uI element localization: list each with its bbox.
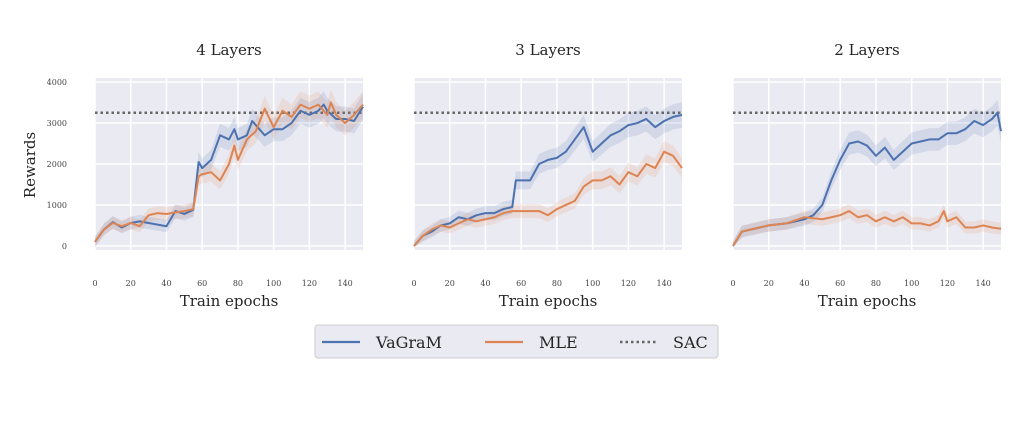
x-tick-label: 100	[904, 279, 919, 288]
legend-sac-label: SAC	[673, 333, 708, 352]
mle-confidence-band	[95, 89, 363, 247]
x-tick-label: 0	[92, 279, 97, 288]
mle-line	[732, 210, 1002, 247]
x-tick-label: 120	[940, 279, 955, 288]
x-tick-label: 40	[799, 279, 809, 288]
mle-line	[413, 150, 683, 247]
x-tick-label: 40	[480, 279, 490, 288]
panel-title: 3 Layers	[515, 41, 580, 59]
x-axis-label: Train epochs	[499, 292, 598, 310]
mle-confidence-band	[733, 204, 1001, 248]
y-tick-label: 3000	[47, 119, 67, 128]
x-tick-label: 80	[552, 279, 562, 288]
panel-0: 0 20 40 60 80 100 120 140 0 1000 2000 3000 4000 4 Lay…	[47, 41, 364, 310]
x-tick-label: 60	[835, 279, 845, 288]
legend-mle-label: MLE	[539, 333, 578, 352]
x-tick-label: 100	[266, 279, 281, 288]
panel-title: 4 Layers	[196, 41, 261, 59]
legend: VaGraM MLE SAC	[314, 324, 719, 359]
y-tick-label: 4000	[47, 78, 67, 87]
x-axis-label: Train epochs	[818, 292, 917, 310]
x-axis-label: Train epochs	[180, 292, 279, 310]
y-axis-label: Rewards	[21, 132, 39, 198]
x-tick-label: 80	[233, 279, 243, 288]
vagram-line	[413, 113, 683, 247]
x-tick-label: 40	[161, 279, 171, 288]
panel-2: 0 20 40 60 80 100 120 140 2 Layers Train epochs	[730, 41, 1002, 310]
vagram-confidence-band	[95, 91, 363, 247]
x-tick-label: 120	[302, 279, 317, 288]
x-tick-label: 0	[411, 279, 416, 288]
y-tick-label: 0	[62, 242, 67, 251]
vagram-confidence-band	[733, 99, 1001, 248]
vagram-line	[94, 103, 364, 243]
x-tick-label: 20	[126, 279, 136, 288]
vagram-confidence-band	[414, 102, 682, 248]
vagram-line	[732, 111, 1002, 247]
y-tick-label: 2000	[47, 160, 67, 169]
panel-title: 2 Layers	[834, 41, 899, 59]
y-tick-label: 1000	[47, 201, 67, 210]
x-tick-label: 80	[871, 279, 881, 288]
x-tick-label: 60	[516, 279, 526, 288]
x-tick-label: 0	[730, 279, 735, 288]
x-tick-label: 140	[337, 279, 352, 288]
x-tick-label: 20	[445, 279, 455, 288]
legend-vagram-label: VaGraM	[375, 333, 442, 352]
x-tick-label: 140	[975, 279, 990, 288]
mle-line	[94, 101, 364, 243]
x-tick-label: 140	[656, 279, 671, 288]
panel-1: 0 20 40 60 80 100 120 140 3 Layers Train epochs	[411, 41, 683, 310]
x-tick-label: 120	[621, 279, 636, 288]
x-tick-label: 100	[585, 279, 600, 288]
x-tick-label: 20	[764, 279, 774, 288]
x-tick-label: 60	[197, 279, 207, 288]
